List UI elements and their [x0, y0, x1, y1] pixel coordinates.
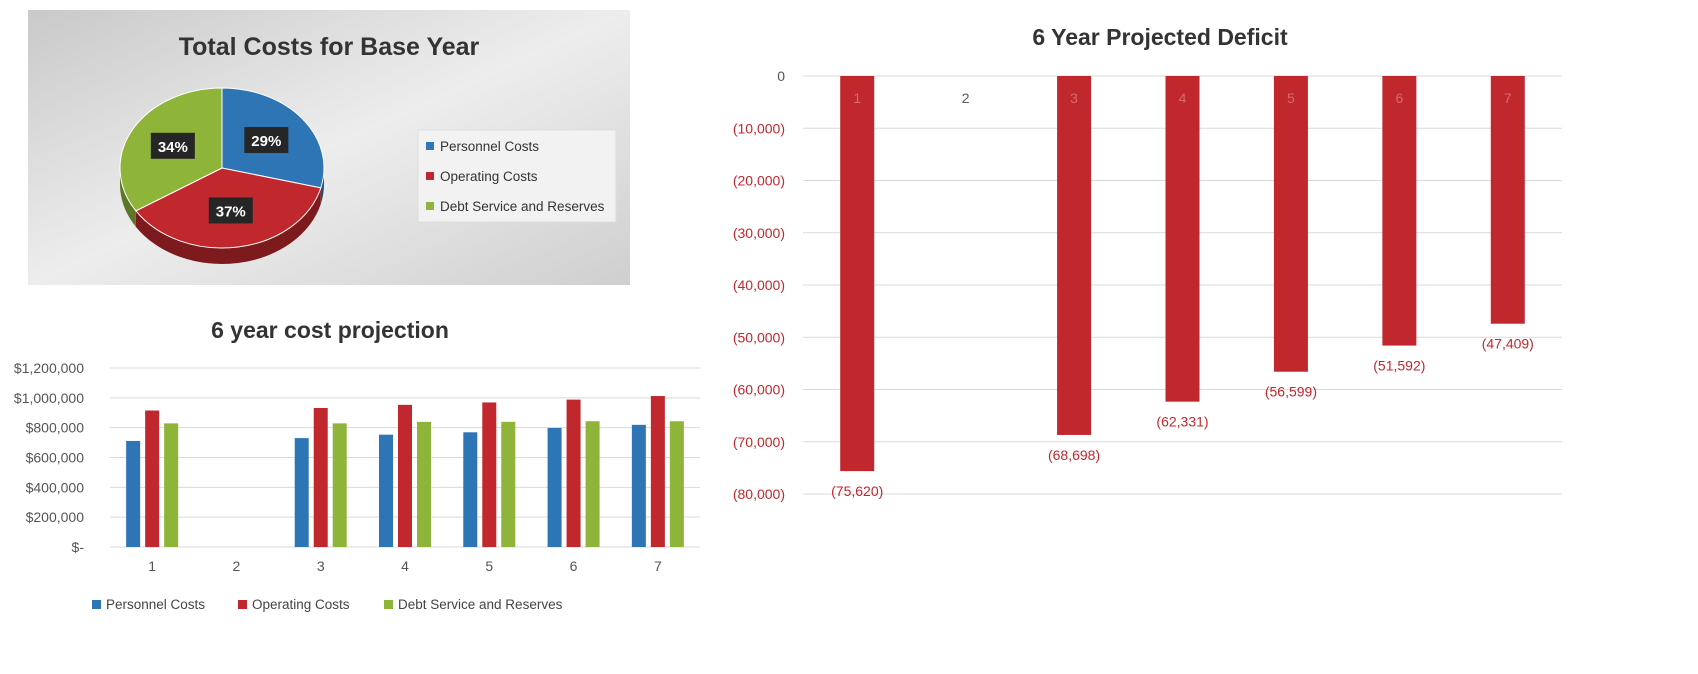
cost-projection-chart: 6 year cost projection $- $200,000 $400,00…	[14, 317, 700, 612]
y-tick-label: (10,000)	[733, 120, 785, 136]
x-tick-label: 7	[1504, 90, 1512, 106]
cost-projection-title: 6 year cost projection	[211, 317, 449, 343]
y-tick-label: $200,000	[26, 509, 85, 525]
bar-debt-service-and-reserves	[501, 421, 516, 547]
bar-personnel-costs	[379, 434, 393, 547]
pie-data-label: 34%	[158, 139, 188, 156]
pie-data-label: 37%	[216, 203, 246, 220]
pie-legend-box	[417, 129, 617, 223]
x-tick-label: 1	[853, 90, 861, 106]
deficit-bar	[1273, 76, 1308, 372]
deficit-chart: 6 Year Projected Deficit 0 (10,000) (20,00…	[733, 24, 1562, 502]
bar-operating-costs	[398, 404, 412, 547]
legend-swatch	[426, 172, 434, 180]
legend-swatch	[92, 600, 101, 609]
x-tick-label: 2	[233, 558, 241, 574]
pie-slice-side	[320, 168, 324, 204]
y-tick-label: (70,000)	[733, 434, 785, 450]
pie-slice-side	[135, 187, 321, 264]
bar-personnel-costs	[463, 432, 478, 547]
y-tick-label: (20,000)	[733, 173, 785, 189]
bar-operating-costs	[566, 399, 581, 547]
bar-debt-service-and-reserves	[164, 423, 179, 547]
pie-chart: Total Costs for Base Year 29% 37% 34% Pers…	[28, 10, 630, 285]
y-tick-label: $1,200,000	[14, 360, 84, 376]
deficit-data-label: (75,620)	[831, 483, 883, 499]
y-tick-label: $1,000,000	[14, 390, 84, 406]
pie-data-label-box	[150, 132, 195, 159]
deficit-bar	[1490, 76, 1525, 324]
x-tick-label: 3	[317, 558, 325, 574]
bar-personnel-costs	[294, 438, 309, 547]
bar-debt-service-and-reserves	[417, 421, 431, 547]
deficit-title: 6 Year Projected Deficit	[1032, 24, 1288, 50]
x-tick-label: 6	[570, 558, 578, 574]
x-tick-label: 4	[1179, 90, 1187, 106]
x-tick-label: 2	[962, 90, 970, 106]
legend-label: Personnel Costs	[440, 139, 539, 154]
deficit-data-label: (68,698)	[1048, 447, 1100, 463]
pie-chart-title: Total Costs for Base Year	[179, 33, 480, 61]
bar-debt-service-and-reserves	[669, 421, 684, 547]
pie-data-label: 29%	[251, 133, 281, 150]
bar-personnel-costs	[547, 427, 562, 547]
deficit-bar	[1382, 76, 1417, 346]
deficit-bar	[1057, 76, 1092, 435]
bar-personnel-costs	[126, 440, 141, 547]
deficit-data-label: (56,599)	[1265, 384, 1317, 400]
pie-data-label-box	[244, 127, 289, 154]
y-tick-label: 0	[777, 68, 785, 84]
deficit-data-label: (51,592)	[1373, 358, 1425, 374]
bar-operating-costs	[313, 407, 328, 547]
pie-data-label-box	[208, 197, 253, 224]
legend-label: Debt Service and Reserves	[398, 597, 563, 612]
y-tick-label: (60,000)	[733, 382, 785, 398]
x-tick-label: 5	[1287, 90, 1295, 106]
legend-label: Operating Costs	[440, 169, 538, 184]
y-tick-label: $-	[72, 539, 85, 555]
legend-swatch	[426, 202, 434, 210]
legend-swatch	[384, 600, 393, 609]
x-tick-label: 4	[401, 558, 409, 574]
x-tick-label: 5	[485, 558, 493, 574]
x-tick-label: 3	[1070, 90, 1078, 106]
deficit-bar	[840, 76, 875, 472]
bar-operating-costs	[145, 410, 160, 547]
legend-label: Operating Costs	[252, 597, 350, 612]
legend-swatch	[238, 600, 247, 609]
y-tick-label: $600,000	[26, 450, 85, 466]
deficit-bar	[1165, 76, 1200, 402]
y-tick-label: (30,000)	[733, 225, 785, 241]
y-tick-label: (80,000)	[733, 486, 785, 502]
x-tick-label: 7	[654, 558, 662, 574]
y-tick-label: $400,000	[26, 479, 85, 495]
bar-personnel-costs	[631, 424, 646, 547]
y-tick-label: (50,000)	[733, 329, 785, 345]
deficit-data-label: (62,331)	[1156, 414, 1208, 430]
bar-debt-service-and-reserves	[585, 421, 600, 547]
legend-label: Personnel Costs	[106, 597, 205, 612]
y-tick-label: (40,000)	[733, 277, 785, 293]
bar-debt-service-and-reserves	[332, 423, 347, 547]
legend-swatch	[426, 142, 434, 150]
x-tick-label: 1	[148, 558, 156, 574]
pie-slice-side	[120, 168, 136, 227]
x-tick-label: 6	[1395, 90, 1403, 106]
bar-operating-costs	[650, 396, 665, 547]
legend-label: Debt Service and Reserves	[440, 199, 605, 214]
deficit-data-label: (47,409)	[1482, 336, 1534, 352]
bar-operating-costs	[482, 402, 497, 547]
y-tick-label: $800,000	[26, 420, 85, 436]
